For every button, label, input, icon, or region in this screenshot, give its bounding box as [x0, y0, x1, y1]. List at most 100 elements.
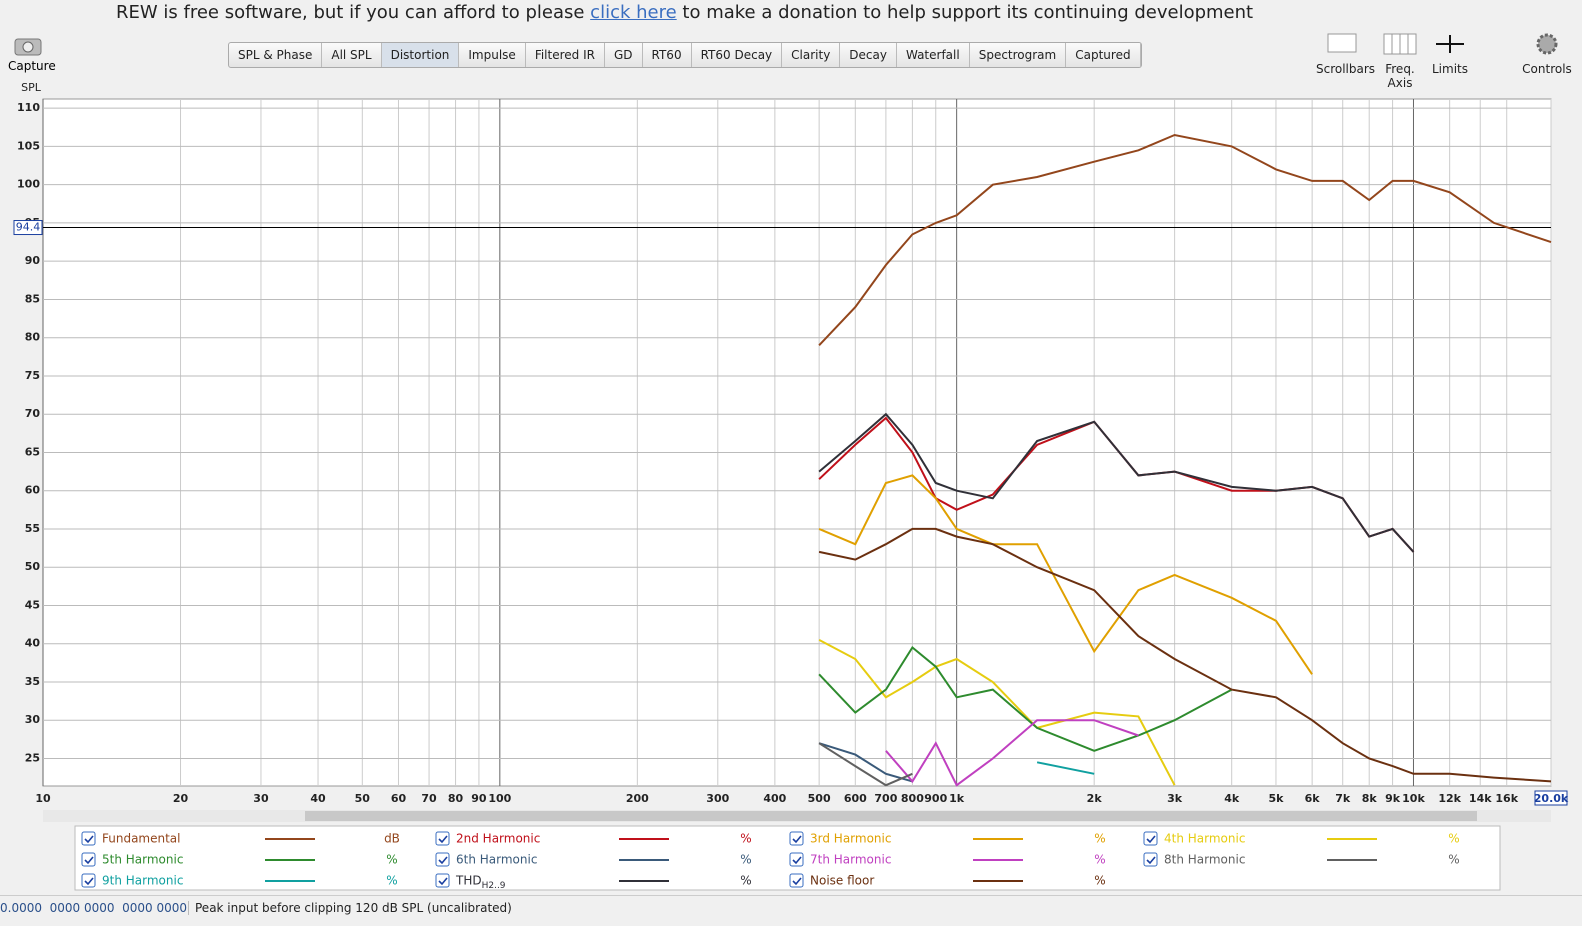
check-mark: [84, 856, 94, 865]
tab[interactable]: RT60: [643, 43, 692, 67]
x-tick-label: 900: [924, 792, 947, 805]
legend-name: 8th Harmonic: [1164, 853, 1245, 867]
y-tick-label: 65: [25, 445, 40, 458]
tab[interactable]: GD: [605, 43, 643, 67]
legend-unit: %: [1094, 874, 1105, 888]
x-tick-label: 50: [355, 792, 371, 805]
limits-tool[interactable]: Limits: [1432, 35, 1468, 76]
x-tick-label: 600: [844, 792, 867, 805]
legend-name: 3rd Harmonic: [810, 832, 891, 846]
check-mark: [438, 835, 448, 844]
legend-checkbox[interactable]: [1143, 852, 1158, 867]
controls-tool[interactable]: Controls: [1522, 33, 1572, 76]
x-tick-label: 500: [808, 792, 831, 805]
tab[interactable]: All SPL: [322, 43, 382, 67]
legend-checkbox[interactable]: [789, 831, 804, 846]
y-tick-label: 40: [25, 637, 41, 650]
tab[interactable]: Spectrogram: [970, 43, 1067, 67]
coordinates: 0.0000 0000 0000 0000 0000: [0, 901, 188, 915]
x-tick-label: 1k: [949, 792, 965, 805]
x-tick-label: 8k: [1362, 792, 1378, 805]
series-line: [818, 527, 1552, 783]
legend-checkbox[interactable]: [789, 852, 804, 867]
legend-checkbox[interactable]: [81, 852, 96, 867]
x-tick-label: 700: [874, 792, 897, 805]
x-tick-label: 4k: [1224, 792, 1240, 805]
status-bar: 0.0000 0000 0000 0000 0000 Peak input be…: [0, 895, 1582, 926]
x-tick-label: 20: [173, 792, 189, 805]
y-tick-label: 80: [25, 331, 41, 344]
y-axis-label: SPL: [21, 81, 42, 94]
series-line: [818, 133, 1552, 346]
series-line: [818, 742, 913, 783]
x-tick-label: 3k: [1167, 792, 1183, 805]
legend-checkbox[interactable]: [81, 873, 96, 888]
scrollbars-tool[interactable]: Scrollbars: [1316, 33, 1375, 76]
capture-label: Capture: [8, 59, 56, 73]
check-mark: [84, 877, 94, 886]
x-tick-label: 40: [310, 792, 326, 805]
legend-checkbox[interactable]: [435, 873, 450, 888]
x-tick-label: 14k: [1469, 792, 1492, 805]
legend-name: 4th Harmonic: [1164, 832, 1245, 846]
x-limit-box: [1534, 790, 1568, 806]
icon: [1327, 33, 1357, 53]
y-tick-label: 85: [25, 292, 40, 305]
tab[interactable]: Decay: [840, 43, 897, 67]
legend-checkbox[interactable]: [435, 852, 450, 867]
series-line: [1036, 761, 1095, 775]
distortion-chart: SPL 10 20 30 40 50 60 70 80 90 100 200 300 400 500 600…: [13, 81, 1569, 891]
tool-label: Limits: [1432, 62, 1468, 76]
check-mark: [792, 877, 802, 886]
scroll-thumb[interactable]: [305, 811, 1477, 821]
legend-unit: %: [1448, 832, 1459, 846]
y-tick-label: 105: [17, 139, 40, 152]
legend-checkbox[interactable]: [789, 873, 804, 888]
y-tick-label: 55: [25, 522, 40, 535]
series-line: [818, 474, 1313, 675]
legend-checkbox[interactable]: [1143, 831, 1158, 846]
tab[interactable]: Captured: [1066, 43, 1141, 67]
legend-name: Noise floor: [810, 874, 874, 888]
x-tick-label: 9k: [1385, 792, 1401, 805]
tab[interactable]: Waterfall: [897, 43, 970, 67]
tab[interactable]: SPL & Phase: [229, 43, 323, 67]
legend-unit: %: [740, 832, 751, 846]
legend-checkbox[interactable]: [81, 831, 96, 846]
x-tick-label: 30: [253, 792, 269, 805]
x-tick-label: 20.0k: [1534, 792, 1569, 805]
x-tick-label: 60: [391, 792, 407, 805]
legend-name: Fundamental: [102, 832, 181, 846]
check-mark: [438, 877, 448, 886]
x-tick-label: 16k: [1495, 792, 1518, 805]
series-line: [818, 412, 1415, 553]
y-tick-label: 25: [25, 751, 40, 764]
tool-label: Controls: [1522, 62, 1572, 76]
tab[interactable]: Distortion: [381, 43, 460, 67]
icon: [1436, 35, 1464, 53]
check-mark: [1146, 835, 1156, 844]
tab[interactable]: Clarity: [782, 43, 841, 67]
capture-button[interactable]: Capture: [8, 34, 56, 73]
legend-unit: %: [386, 874, 397, 888]
tab-bar: SPL & Phase All SPL Distortion Impulse Filte…: [228, 42, 1142, 68]
x-tick-label: 7k: [1335, 792, 1351, 805]
check-mark: [438, 856, 448, 865]
donate-link[interactable]: click here: [590, 2, 677, 23]
freq-axis-tool[interactable]: Freq. Axis: [1372, 33, 1428, 90]
x-tick-label: 90: [471, 792, 487, 805]
series-line: [818, 639, 1176, 786]
icon: [1536, 33, 1558, 55]
x-tick-label: 800: [901, 792, 924, 805]
tab[interactable]: RT60 Decay: [692, 43, 783, 67]
legend-unit: %: [1094, 832, 1105, 846]
tab[interactable]: Impulse: [459, 43, 526, 67]
camera-icon: [14, 38, 42, 56]
check-mark: [792, 856, 802, 865]
x-tick-label: 200: [626, 792, 649, 805]
tab[interactable]: Filtered IR: [526, 43, 605, 67]
legend-name: 5th Harmonic: [102, 853, 183, 867]
x-tick-label: 6k: [1305, 792, 1321, 805]
legend-checkbox[interactable]: [435, 831, 450, 846]
plot-area: [42, 98, 1552, 787]
